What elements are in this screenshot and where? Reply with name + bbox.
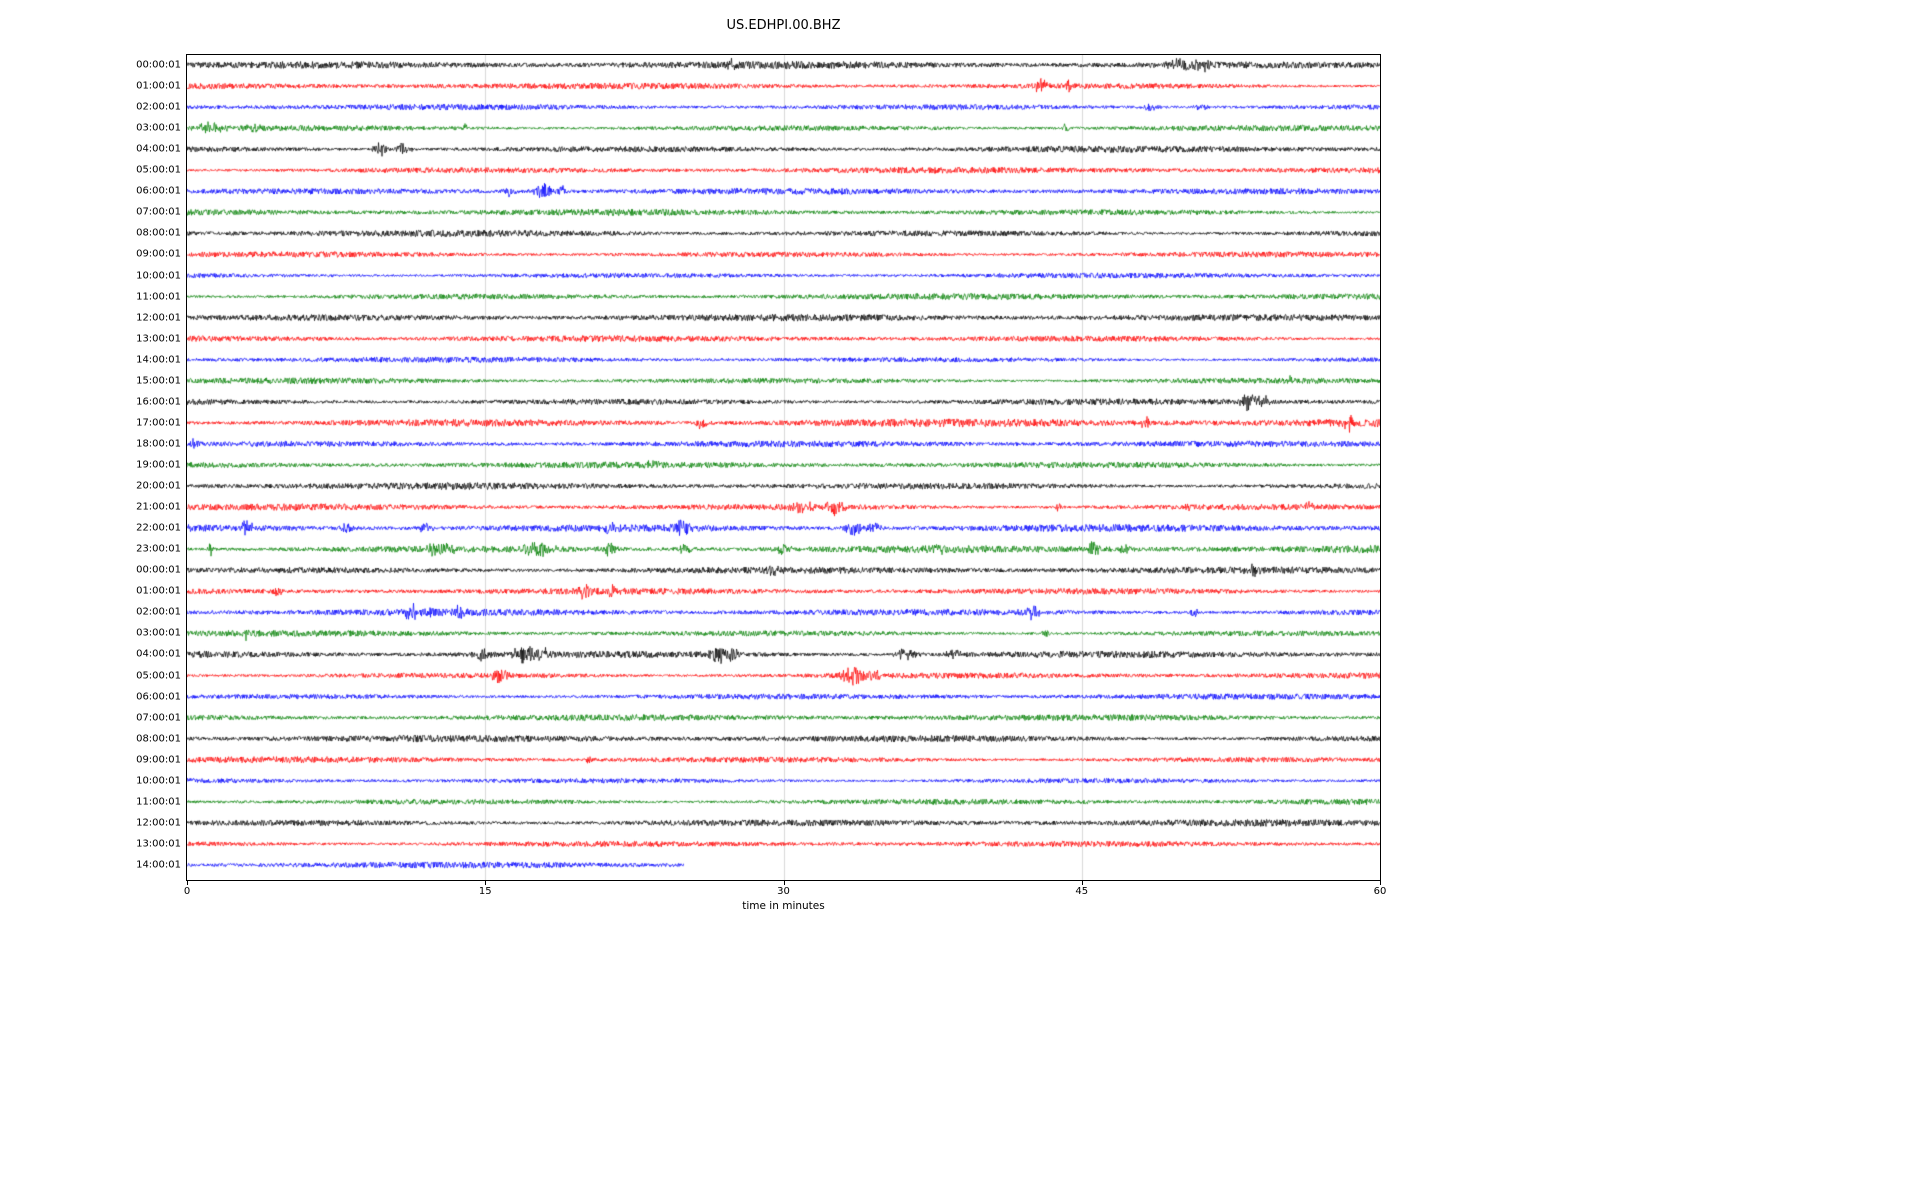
- trace-row-label: 10:00:01: [136, 270, 181, 282]
- trace-row-label: 04:00:01: [136, 648, 181, 660]
- x-tick-label: 45: [1075, 886, 1089, 897]
- trace-row-label: 17:00:01: [136, 417, 181, 429]
- trace-row-label: 11:00:01: [136, 796, 181, 808]
- x-tick-mark: [485, 881, 486, 885]
- trace-row-label: 11:00:01: [136, 291, 181, 303]
- trace-row-label: 12:00:01: [136, 312, 181, 324]
- trace-row-label: 14:00:01: [136, 354, 181, 366]
- trace-row-label: 06:00:01: [136, 185, 181, 197]
- trace-row-label: 19:00:01: [136, 459, 181, 471]
- trace-row-label: 00:00:01: [136, 59, 181, 71]
- trace-row-label: 15:00:01: [136, 375, 181, 387]
- trace-row-label: 18:00:01: [136, 438, 181, 450]
- trace-row-label: 09:00:01: [136, 754, 181, 766]
- x-tick-label: 60: [1373, 886, 1387, 897]
- trace-row-label: 05:00:01: [136, 670, 181, 682]
- trace-row-label: 12:00:01: [136, 817, 181, 829]
- x-tick-mark: [1380, 881, 1381, 885]
- chart-title: US.EDHPI.00.BHZ: [726, 18, 841, 33]
- trace-row-label: 07:00:01: [136, 712, 181, 724]
- trace-row-label: 05:00:01: [136, 164, 181, 176]
- seismogram-canvas: [187, 55, 1380, 880]
- trace-row-label: 02:00:01: [136, 606, 181, 618]
- trace-row-label: 16:00:01: [136, 396, 181, 408]
- trace-row-label: 21:00:01: [136, 501, 181, 513]
- trace-row-label: 14:00:01: [136, 859, 181, 871]
- trace-row-label: 02:00:01: [136, 101, 181, 113]
- trace-row-label: 03:00:01: [136, 627, 181, 639]
- trace-row-label: 10:00:01: [136, 775, 181, 787]
- trace-row-label: 03:00:01: [136, 122, 181, 134]
- trace-row-label: 20:00:01: [136, 480, 181, 492]
- trace-row-label: 04:00:01: [136, 143, 181, 155]
- x-tick-mark: [1082, 881, 1083, 885]
- x-tick-label: 0: [183, 886, 191, 897]
- trace-row-label: 08:00:01: [136, 227, 181, 239]
- trace-row-label: 13:00:01: [136, 333, 181, 345]
- trace-row-label: 08:00:01: [136, 733, 181, 745]
- trace-row-label: 23:00:01: [136, 543, 181, 555]
- trace-row-label: 01:00:01: [136, 585, 181, 597]
- x-tick-mark: [784, 881, 785, 885]
- trace-row-label: 07:00:01: [136, 206, 181, 218]
- trace-row-label: 09:00:01: [136, 248, 181, 260]
- trace-row-label: 13:00:01: [136, 838, 181, 850]
- trace-row-label: 00:00:01: [136, 564, 181, 576]
- trace-row-label: 01:00:01: [136, 80, 181, 92]
- x-tick-mark: [187, 881, 188, 885]
- x-tick-label: 30: [777, 886, 790, 897]
- x-tick-label: 15: [478, 886, 492, 897]
- x-axis-label: time in minutes: [742, 900, 825, 912]
- trace-row-label: 06:00:01: [136, 691, 181, 703]
- trace-row-label: 22:00:01: [136, 522, 181, 534]
